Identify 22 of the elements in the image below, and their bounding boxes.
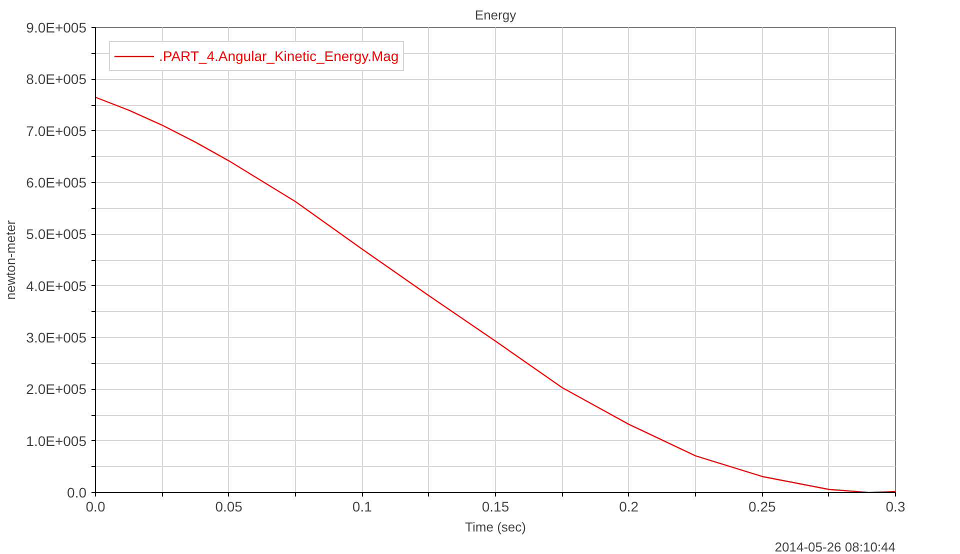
x-tick-label: 0.0: [86, 498, 106, 514]
x-axis-title: Time (sec): [465, 520, 526, 534]
x-tick-label: 0.05: [215, 498, 243, 514]
y-tick-label: 4.0E+005: [26, 278, 87, 294]
y-tick-label: 5.0E+005: [26, 226, 87, 242]
x-tick-label: 0.2: [619, 498, 639, 514]
y-tick-label: 7.0E+005: [26, 122, 87, 139]
x-tick-label: 0.3: [886, 498, 906, 514]
x-tick-label: 0.15: [482, 498, 510, 514]
y-axis-title: newton-meter: [3, 220, 18, 300]
y-tick-label: 9.0E+005: [26, 20, 87, 36]
chart-title: Energy: [474, 8, 517, 22]
y-tick-label: 3.0E+005: [26, 330, 87, 346]
y-tick-label: 2.0E+005: [26, 381, 87, 398]
y-tick-label: 0.0: [67, 484, 87, 500]
text: 2014-05-26 08:10:44: [774, 540, 896, 554]
x-tick-label: 0.25: [748, 498, 776, 514]
y-tick-label: 6.0E+005: [26, 174, 87, 190]
y-tick-label: 8.0E+005: [26, 71, 87, 88]
x-tick-label: 0.1: [352, 498, 372, 514]
legend-label: .PART_4.Angular_Kinetic_Energy.Mag: [159, 48, 399, 64]
y-tick-label: 1.0E+005: [26, 432, 87, 449]
